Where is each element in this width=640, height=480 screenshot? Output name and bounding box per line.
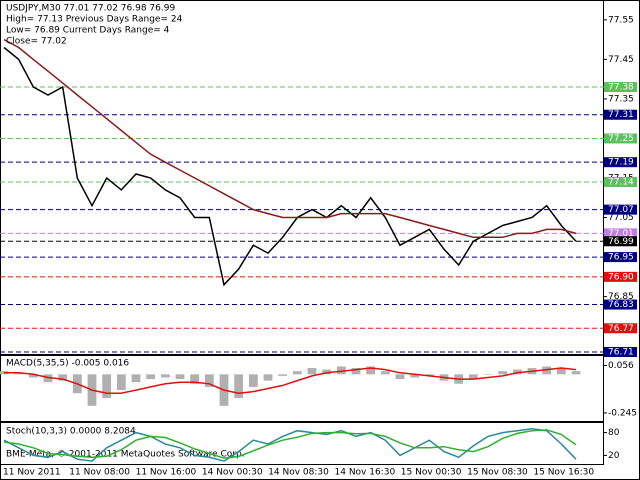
header-line: Close= 77.02: [6, 37, 67, 47]
histogram-bar: [424, 374, 434, 376]
histogram-bar: [512, 369, 522, 375]
histogram-bar: [571, 371, 581, 375]
series-line: [3, 38, 577, 239]
histogram-bar: [410, 374, 420, 378]
level-label: 77.01: [608, 229, 634, 239]
histogram-bar: [58, 374, 68, 381]
histogram-bar: [28, 374, 38, 378]
histogram-bar: [234, 374, 244, 398]
histogram-bar: [556, 368, 566, 375]
y-tick-label: 76.85: [608, 292, 634, 302]
histogram-bar: [190, 374, 200, 384]
histogram-bar: [380, 371, 390, 375]
level-box: [604, 271, 637, 282]
y-tick-label: 77.05: [608, 213, 634, 223]
level-label: 76.71: [608, 348, 634, 358]
histogram-bar: [395, 374, 405, 380]
level-box: [604, 323, 637, 334]
level-label: 77.14: [608, 177, 634, 187]
histogram-bar: [366, 366, 376, 375]
histogram-bar: [278, 374, 288, 376]
histogram-bar: [322, 369, 332, 375]
level-label: 77.31: [608, 110, 634, 120]
level-box: [604, 347, 637, 357]
level-box: [604, 176, 637, 187]
x-tick-label: 11 Nov 08:00: [69, 468, 130, 478]
header-line: USDJPY,M30 77.01 77.02 76.98 76.99: [6, 4, 175, 14]
histogram-bar: [248, 374, 258, 387]
y-tick-label: 0.056: [608, 361, 634, 371]
pane-title: MACD(5,35,5) -0.005 0.016: [6, 359, 129, 369]
level-box: [604, 252, 637, 263]
histogram-bar: [263, 374, 273, 381]
level-label: 76.99: [608, 237, 634, 247]
x-tick-label: 11 Nov 2011: [3, 468, 61, 478]
main-pane: [0, 0, 604, 355]
level-label: 76.77: [608, 324, 634, 334]
y-tick-label: 77.55: [608, 15, 634, 25]
level-label: 77.07: [608, 205, 634, 215]
level-box: [604, 82, 637, 93]
y-tick-label: -0.245: [608, 408, 637, 418]
macd-pane: [0, 355, 604, 422]
level-label: 77.25: [608, 134, 634, 144]
pane-title: Stoch(10,3,3) 0.0000 8.2084: [6, 427, 136, 437]
level-box: [604, 157, 637, 168]
series-line: [3, 429, 577, 459]
histogram-bar: [102, 374, 112, 398]
histogram-bar: [336, 366, 346, 375]
watermark: BME-Meta, © 2001-2011 MetaQuotes Softwar…: [6, 450, 245, 460]
y-tick-label: 77.35: [608, 94, 634, 104]
level-box: [604, 228, 637, 239]
histogram-bar: [116, 374, 126, 391]
histogram-bar: [468, 374, 478, 380]
level-label: 77.19: [608, 158, 634, 168]
level-box: [604, 236, 637, 247]
x-tick-label: 14 Nov 16:30: [335, 468, 396, 478]
histogram-bar: [542, 366, 552, 375]
histogram-bar: [292, 371, 302, 375]
x-tick-label: 14 Nov 08:30: [268, 468, 329, 478]
histogram-bar: [160, 374, 170, 378]
level-label: 76.83: [608, 300, 634, 310]
level-label: 77.38: [608, 83, 634, 93]
histogram-bar: [307, 368, 317, 375]
y-tick-label: 80: [608, 428, 620, 438]
level-box: [604, 204, 637, 215]
y-tick-label: 77.45: [608, 55, 634, 65]
level-box: [604, 133, 637, 144]
x-tick-label: 14 Nov 00:30: [202, 468, 263, 478]
x-tick-label: 15 Nov 16:30: [533, 468, 594, 478]
histogram-bar: [146, 374, 156, 380]
level-box: [604, 109, 637, 120]
histogram-bar: [43, 374, 53, 383]
histogram-bar: [131, 374, 141, 383]
series-line: [3, 428, 577, 462]
level-box: [604, 299, 637, 310]
x-tick-label: 15 Nov 08:30: [467, 468, 528, 478]
level-label: 76.90: [608, 272, 634, 282]
stoch-pane: [0, 422, 604, 465]
histogram-bar: [175, 374, 185, 380]
histogram-bar: [351, 368, 361, 375]
level-label: 76.95: [608, 253, 634, 263]
x-tick-label: 11 Nov 16:00: [136, 468, 197, 478]
series-line: [4, 367, 577, 394]
histogram-bar: [498, 371, 508, 375]
histogram-bar: [483, 374, 493, 375]
y-tick-label: 20: [608, 451, 620, 461]
header-line: Low= 76.89 Current Days Range= 4: [6, 26, 170, 36]
histogram-bar: [204, 374, 214, 387]
header-line: High= 77.13 Previous Days Range= 24: [6, 15, 183, 25]
x-tick-label: 15 Nov 00:30: [401, 468, 462, 478]
